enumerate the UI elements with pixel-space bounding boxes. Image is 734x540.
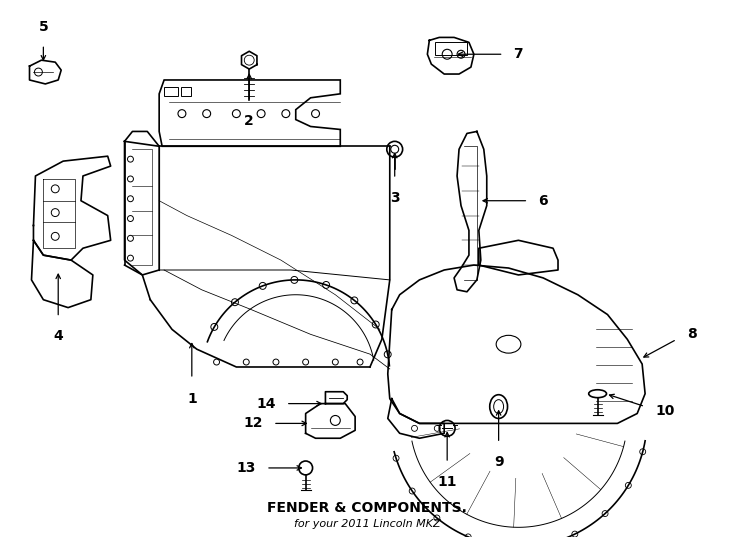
Text: 2: 2 xyxy=(244,113,254,127)
Text: 13: 13 xyxy=(237,461,256,475)
Text: 8: 8 xyxy=(687,327,697,341)
Bar xyxy=(164,87,178,96)
Text: 4: 4 xyxy=(54,329,63,343)
Text: 14: 14 xyxy=(256,396,276,410)
Text: 6: 6 xyxy=(538,194,548,208)
Text: 10: 10 xyxy=(655,403,675,417)
Bar xyxy=(435,42,467,55)
Text: 12: 12 xyxy=(244,416,263,430)
Text: 1: 1 xyxy=(187,392,197,406)
Text: 11: 11 xyxy=(437,475,457,489)
Bar xyxy=(181,87,191,96)
Text: 3: 3 xyxy=(390,191,399,205)
Polygon shape xyxy=(241,51,257,69)
Text: 5: 5 xyxy=(38,21,48,35)
Text: FENDER & COMPONENTS.: FENDER & COMPONENTS. xyxy=(267,501,467,515)
Text: 9: 9 xyxy=(494,455,504,469)
Text: for your 2011 Lincoln MKZ: for your 2011 Lincoln MKZ xyxy=(294,519,440,529)
Text: 7: 7 xyxy=(514,47,523,61)
